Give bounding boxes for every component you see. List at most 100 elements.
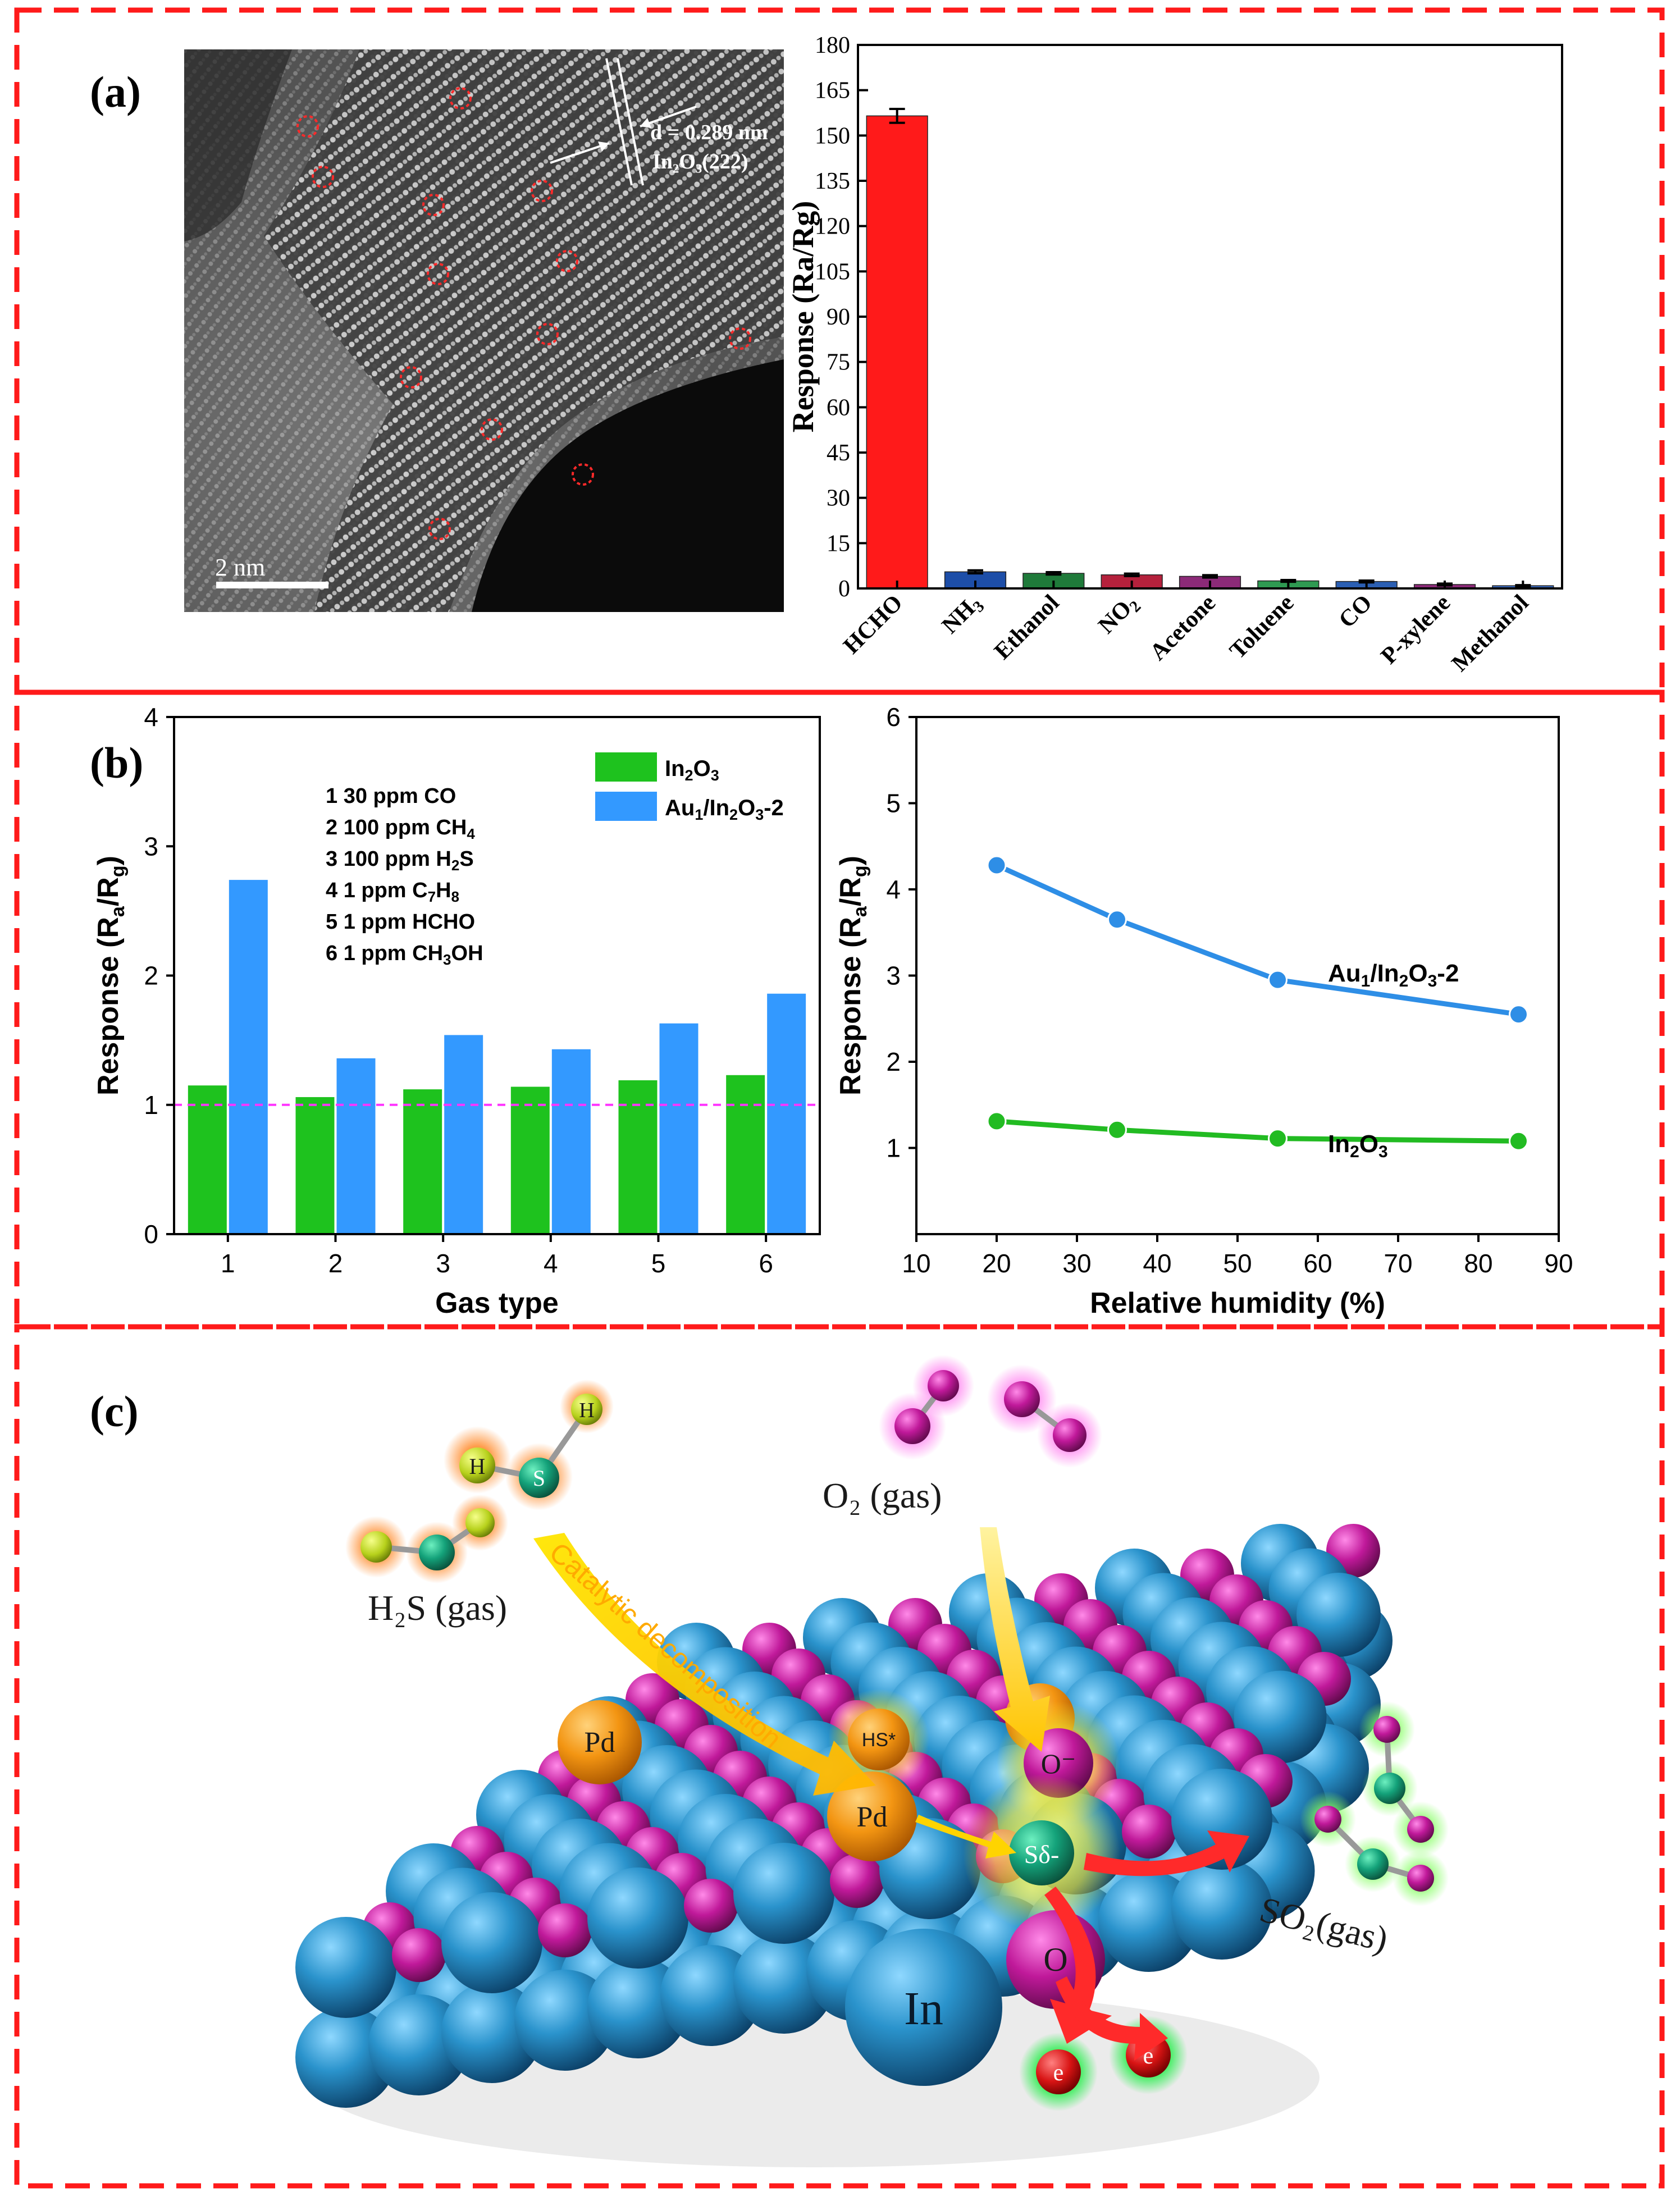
s-label: S [533, 1465, 545, 1491]
o-minus-label: O⁻ [1041, 1748, 1076, 1779]
data-point [1509, 1004, 1528, 1025]
chart-b-plot-frame [173, 716, 821, 1235]
x-tick-label: Methanol [1447, 590, 1534, 677]
o-atom [1122, 1805, 1176, 1858]
legend-swatch [595, 752, 657, 782]
electron-1 [1036, 2049, 1081, 2094]
data-point [987, 1111, 1007, 1131]
frame-b [14, 689, 1665, 1330]
data-point [987, 855, 1007, 875]
bar-hcho [866, 115, 928, 589]
y-tick-label: 45 [827, 440, 850, 466]
chart-b2-series [987, 855, 1528, 1151]
x-tick-label: NO2​ [1093, 590, 1144, 641]
o-atom [684, 1879, 738, 1933]
bar-in2o3-5 [618, 1080, 658, 1234]
tem-defect-markers [296, 87, 751, 540]
o-atom [538, 1903, 592, 1957]
chart-b2-ticks: 1 2 3 4 5 6 10 20 30 40 50 60 70 80 90 [886, 702, 1573, 1278]
electron-label-1: e [1053, 2060, 1064, 2086]
y-tick-label: 75 [827, 350, 850, 376]
in-atom [1171, 1769, 1272, 1870]
x-tick-label: 60 [1303, 1249, 1332, 1278]
y-tick-label: 2 [886, 1047, 901, 1076]
bar-au1-in2o3-3 [444, 1035, 483, 1234]
chart-b2-plot-frame [915, 716, 1560, 1235]
series-label-in2o3: In2​O3​ [1328, 1130, 1388, 1161]
chart-a-y-axis-label: Response (Ra/Rg) [786, 201, 820, 433]
data-point [1268, 970, 1288, 990]
x-tick-label: Ethanol [989, 590, 1064, 665]
gas-list-entry: 4 1 ppm C7​H8​ [326, 879, 459, 905]
so2-molecule-1 [1359, 1701, 1449, 1857]
h-label-2: H [579, 1399, 594, 1422]
legend-label: In2​O3​ [665, 756, 719, 784]
x-tick-label: 2 [328, 1249, 343, 1278]
in-atom [441, 1892, 542, 1993]
data-point [1509, 1131, 1528, 1151]
chart-a-x-labels: HCHO NH3​ Ethanol NO2​ Acetone Toluene COP-xyl… [838, 581, 1533, 677]
x-tick-label: 50 [1223, 1249, 1252, 1278]
scale-bar [216, 582, 328, 588]
x-tick-label: Toluene [1225, 590, 1299, 664]
pd-label-center: Pd [857, 1801, 888, 1833]
series-line [996, 862, 1519, 1017]
x-tick-label: 4 [544, 1249, 558, 1278]
gas-list-entry: 2 100 ppm CH4​ [326, 816, 475, 842]
x-tick-label: NH3​ [937, 590, 988, 641]
x-tick-label: Acetone [1145, 590, 1221, 666]
y-tick-label: 150 [815, 123, 850, 149]
chart-b-gas-list: 1 30 ppm CO 2 100 ppm CH4​ 3 100 ppm H2​S 4… [326, 784, 483, 968]
chart-b2-x-axis-label: Relative humidity (%) [1090, 1287, 1385, 1319]
panel-c-label: (c) [90, 1387, 139, 1436]
mechanism-scheme: Pd HS* Pd O⁻ Sδ- In O e e Catalyti [295, 1355, 1449, 2167]
data-point [1107, 1120, 1127, 1140]
in-atom [733, 1843, 834, 1944]
panel-a-label: (a) [90, 67, 141, 116]
s-delta-atom [1009, 1820, 1074, 1885]
chart-b-legend: In2​O3​ Au1​/In2​O3​-2 [595, 752, 784, 823]
in-label: In [904, 1983, 943, 2035]
hs-adsorbate [848, 1709, 910, 1770]
series-label-au: Au1​/In2​O3​-2 [1328, 960, 1459, 990]
data-point [1107, 910, 1127, 930]
x-tick-label: 1 [221, 1249, 235, 1278]
y-tick-label: 4 [886, 875, 901, 904]
pd-atom-left [558, 1700, 642, 1784]
y-tick-label: 60 [827, 395, 850, 421]
in-atom [1296, 1573, 1381, 1657]
gas-list-entry: 5 1 ppm HCHO [326, 910, 475, 934]
y-tick-label: 120 [815, 214, 850, 240]
hs-label: HS* [862, 1729, 896, 1751]
in-atom-big [845, 1929, 1002, 2086]
legend-label: Au1​/In2​O3​-2 [665, 796, 784, 823]
bar-au1-in2o3-4 [551, 1049, 591, 1234]
s-delta-label: Sδ- [1024, 1840, 1060, 1869]
gas-list-entry: 1 30 ppm CO [326, 784, 456, 808]
o2-gas-label: O₂ (gas) [823, 1476, 942, 1515]
panel-frames [14, 7, 1665, 2189]
gas-list-entry: 3 100 ppm H2​S [326, 847, 474, 874]
in-atom [1171, 1858, 1272, 1960]
h-label-1: H [469, 1454, 486, 1479]
x-tick-label: 90 [1544, 1249, 1573, 1278]
bar-in2o3-4 [510, 1086, 550, 1234]
x-tick-label: 5 [651, 1249, 666, 1278]
y-tick-label: 1 [144, 1090, 158, 1120]
chart-b-y-axis-label: Response (Ra/Rg) [92, 856, 129, 1095]
o2-molecule-1 [879, 1355, 974, 1460]
gas-list-entry: 6 1 ppm CH3​OH [326, 942, 483, 968]
pd-label-left: Pd [585, 1727, 615, 1759]
chart-a-plot-frame [857, 44, 1563, 590]
so2-gas-label: SO₂(gas) [1256, 1889, 1392, 1960]
series-line [996, 1118, 1519, 1144]
bar-au1-in2o3-6 [767, 993, 806, 1234]
bar-au1-in2o3-1 [229, 880, 268, 1234]
chart-b-x-ticks: 1 2 3 4 5 6 [221, 1234, 773, 1278]
o-atom [830, 1854, 884, 1908]
bar-in2o3-3 [403, 1089, 442, 1234]
panel-b-label: (b) [90, 738, 143, 787]
chart-a-bars [866, 108, 1554, 589]
